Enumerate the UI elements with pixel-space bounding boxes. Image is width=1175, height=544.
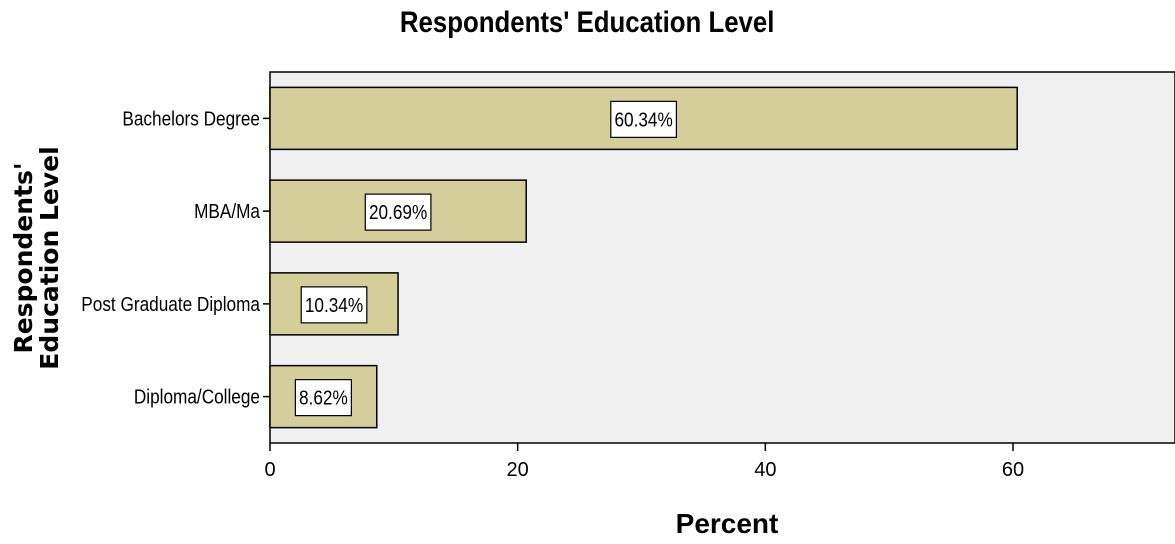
y-tick-label: MBA/Ma [194,200,260,223]
y-tick-label: Bachelors Degree [122,107,260,130]
y-tick-label: Diploma/College [134,385,260,408]
data-label-box [294,379,352,417]
x-tick-label: 60 [1002,459,1024,481]
data-label: 60.34% [614,108,672,131]
y-tick-label: Post Graduate Diploma [81,293,260,316]
data-label: 8.62% [299,386,348,409]
data-label: 20.69% [369,201,427,224]
chart-title: Respondents' Education Level [399,6,775,39]
x-tick-label: 20 [507,459,529,481]
data-label-box [610,100,678,138]
data-label-box [300,286,368,324]
x-tick-label: 0 [264,459,275,481]
x-tick-label: 40 [754,459,776,481]
data-label: 10.34% [305,294,363,317]
bar [269,272,399,336]
data-label-box [364,193,432,231]
x-axis-label: Percent [675,508,779,539]
